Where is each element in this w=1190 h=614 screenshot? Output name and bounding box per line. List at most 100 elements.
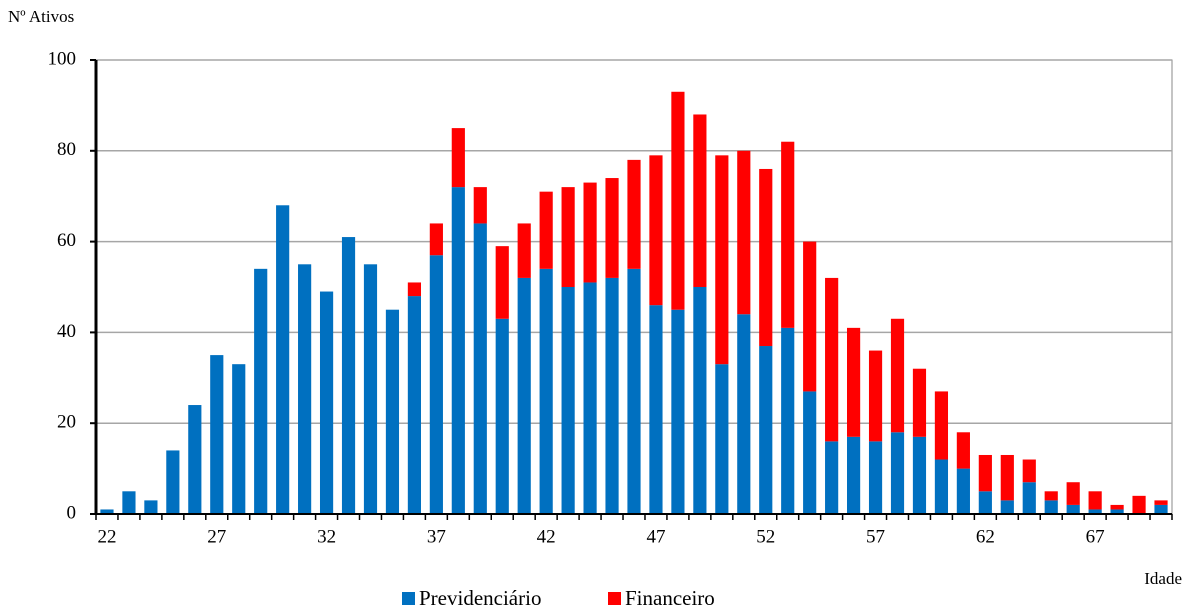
y-tick-label: 20 — [57, 412, 76, 433]
bar-segment — [539, 191, 553, 269]
bar-segment — [319, 291, 334, 514]
bar-segment — [781, 141, 795, 328]
bar-segment — [1154, 500, 1168, 505]
bar-segment — [1088, 509, 1102, 514]
bar-segment — [341, 237, 356, 514]
legend-label: Previdenciário — [419, 586, 541, 610]
bar-segment — [825, 277, 839, 442]
bar-segment — [451, 128, 465, 188]
bar-segment — [715, 155, 729, 365]
bar-segment — [1022, 459, 1036, 483]
bar-segment — [693, 287, 707, 514]
bar-segment — [956, 468, 970, 514]
bar-segment — [1088, 491, 1102, 510]
legend-swatch — [402, 592, 415, 605]
bar-segment — [1044, 491, 1058, 501]
bar-segment — [210, 355, 224, 514]
y-tick-label: 60 — [57, 230, 76, 251]
bar-segment — [451, 187, 465, 514]
bar-segment — [715, 364, 729, 514]
bar-segment — [868, 350, 883, 442]
bar-segment — [495, 246, 509, 319]
bar-segment — [934, 459, 949, 514]
bar-segment — [693, 114, 707, 287]
bar-segment — [1066, 504, 1080, 514]
y-tick-label: 0 — [67, 502, 77, 523]
legend-label: Financeiro — [625, 586, 715, 610]
bar-segment — [1022, 482, 1036, 514]
bar-segment — [627, 268, 641, 514]
bar-segment — [649, 305, 663, 514]
x-tick-label: 47 — [646, 526, 665, 547]
bar-segment — [912, 368, 927, 437]
bar-segment — [649, 155, 663, 306]
bar-segment — [583, 182, 597, 283]
x-tick-label: 52 — [756, 526, 775, 547]
legend-swatch — [608, 592, 621, 605]
x-tick-label: 37 — [427, 526, 446, 547]
bar-segment — [934, 391, 949, 460]
x-tick-label: 42 — [537, 526, 556, 547]
x-axis-title: Idade — [1144, 569, 1182, 588]
bar-segment — [781, 327, 795, 514]
bar-segment — [737, 314, 751, 514]
x-tick-label: 27 — [207, 526, 226, 547]
bar-segment — [232, 364, 246, 514]
bar-segment — [803, 241, 817, 392]
y-tick-label: 80 — [57, 139, 76, 160]
bar-segment — [473, 187, 487, 224]
bar-segment — [561, 187, 575, 287]
bar-segment — [429, 223, 443, 256]
bar-segment — [978, 491, 992, 514]
bar-segment — [1066, 482, 1080, 505]
bar-segment — [144, 500, 158, 514]
bar-segment — [517, 277, 531, 514]
bar-segment — [429, 255, 443, 514]
bar-segment — [737, 150, 751, 315]
bar-segment — [1110, 509, 1124, 514]
bar-segment — [385, 309, 400, 514]
y-tick-label: 100 — [48, 48, 77, 69]
bar-segment — [100, 509, 114, 514]
bar-segment — [473, 223, 487, 514]
bar-segment — [1110, 504, 1124, 510]
bar-segment — [407, 296, 421, 514]
bar-segment — [978, 454, 992, 492]
bar-segment — [1000, 454, 1014, 501]
bar-segment — [1000, 500, 1014, 514]
bar-segment — [276, 205, 290, 514]
bar-segment — [956, 432, 970, 469]
bar-segment — [495, 318, 509, 514]
bar-segment — [188, 405, 202, 514]
bar-segment — [671, 91, 685, 310]
bar-segment — [363, 264, 378, 514]
x-tick-label: 32 — [317, 526, 336, 547]
bar-segment — [605, 277, 619, 514]
bar-segment — [759, 168, 773, 347]
bar-segment — [407, 282, 421, 297]
bar-segment — [561, 287, 575, 514]
bar-segment — [254, 268, 268, 514]
bar-segment — [890, 318, 905, 433]
bar-segment — [1044, 500, 1058, 514]
bar-segment — [298, 264, 312, 514]
x-tick-label: 22 — [97, 526, 116, 547]
bar-segment — [539, 268, 553, 514]
bar-segment — [847, 327, 861, 437]
bar-segment — [803, 391, 817, 514]
bar-segment — [912, 436, 927, 514]
bar-segment — [759, 346, 773, 514]
bar-segment — [627, 159, 641, 269]
x-tick-label: 62 — [976, 526, 995, 547]
bar-segment — [1154, 504, 1168, 514]
bar-segment — [122, 491, 136, 514]
bar-segment — [1132, 495, 1146, 514]
x-tick-label: 67 — [1086, 526, 1105, 547]
bar-segment — [583, 282, 597, 514]
bar-segment — [671, 309, 685, 514]
bar-segment — [890, 432, 905, 514]
x-tick-label: 57 — [866, 526, 885, 547]
bar-segment — [868, 441, 883, 514]
